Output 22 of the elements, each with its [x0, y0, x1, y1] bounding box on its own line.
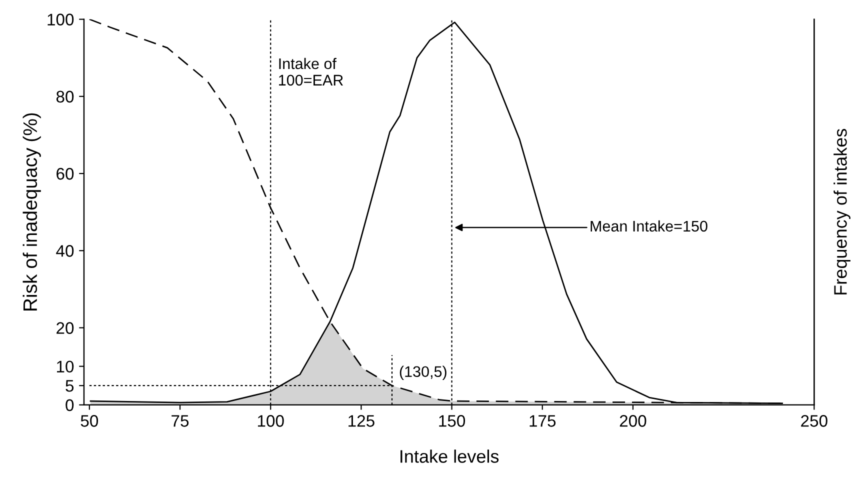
y-tick-label: 40: [56, 245, 74, 257]
y-tick-label: 100: [48, 14, 74, 26]
y-tick-label: 10: [57, 360, 74, 373]
y-axis-title: Risk of inadequacy (%): [22, 113, 41, 310]
annotation: (130,5): [400, 366, 446, 380]
y-tick-label: 5: [66, 380, 74, 392]
y-tick-label: 80: [56, 90, 74, 103]
annotation: Mean Intake=150: [590, 220, 708, 232]
y2-axis-title: Frequency of intakes: [834, 128, 850, 294]
x-tick-label: 150: [439, 415, 466, 427]
x-axis-title: Intake levels: [400, 450, 499, 463]
x-tick-label: 50: [80, 415, 98, 427]
x-tick-label: 250: [801, 415, 828, 427]
x-tick-label: 175: [530, 415, 556, 427]
y-tick-label: 0: [66, 399, 74, 412]
x-tick-label: 200: [620, 415, 646, 427]
x-tick-label: 75: [172, 415, 189, 427]
annotation: Intake of 100=EAR: [279, 58, 343, 86]
y-tick-label: 20: [56, 322, 74, 334]
x-tick-label: 125: [348, 415, 374, 427]
x-tick-label: 100: [258, 415, 284, 427]
y-tick-label: 60: [56, 168, 74, 180]
